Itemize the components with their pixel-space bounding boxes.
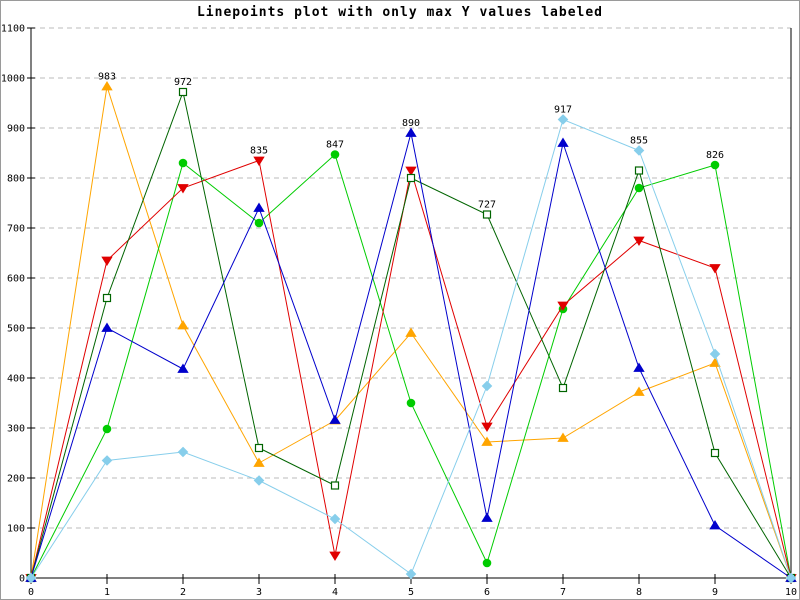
series-red-point-x8 (633, 236, 645, 246)
value-label-826: 826 (706, 150, 724, 161)
series-blue-point-x4 (329, 414, 341, 424)
series-blue-point-x8 (633, 362, 645, 372)
series-orange-point-x5 (405, 327, 417, 337)
value-label-983: 983 (98, 72, 116, 83)
y-tick-label-600: 600 (7, 274, 25, 285)
y-tick-label-900: 900 (7, 124, 25, 135)
series-light-blue-point-x10 (785, 572, 797, 584)
series-dark-green-point-x9 (710, 448, 720, 458)
x-tick-label-5: 5 (408, 587, 414, 598)
value-label-835: 835 (250, 146, 268, 157)
series-green-point-x2 (178, 158, 188, 168)
x-tick-label-0: 0 (28, 587, 34, 598)
series-light-blue-point-x4 (329, 513, 341, 525)
series-green-point-x4 (330, 150, 340, 159)
series-blue-point-x6 (481, 512, 493, 522)
series-light-blue-point-x3 (253, 475, 265, 486)
x-tick-label-3: 3 (256, 587, 262, 598)
series-red-point-x2 (177, 184, 189, 194)
series-blue-point-x7 (557, 137, 569, 147)
series-light-blue-point-x1 (101, 455, 113, 466)
series-dark-green-point-x7 (558, 383, 568, 393)
series-green-point-x6 (482, 558, 492, 568)
series-blue-point-x9 (709, 520, 721, 530)
series-green-point-x1 (102, 424, 112, 434)
series-dark-green-point-x4 (330, 481, 340, 490)
series-light-blue-point-x0 (25, 572, 37, 584)
series-blue-line (30, 132, 792, 579)
series-red-point-x4 (329, 551, 341, 561)
series-red-line (30, 159, 792, 579)
series-red-point-x6 (481, 422, 493, 432)
x-tick-label-6: 6 (484, 587, 490, 598)
value-label-855: 855 (630, 136, 648, 147)
series-red-point-x5 (405, 166, 417, 176)
y-tick-label-500: 500 (7, 324, 25, 335)
series-light-blue-point-x2 (177, 446, 189, 458)
x-tick-label-10: 10 (785, 587, 797, 598)
x-tick-label-2: 2 (180, 587, 186, 598)
series-orange-point-x1 (101, 81, 113, 91)
value-label-972: 972 (174, 77, 192, 88)
y-tick-label-200: 200 (7, 474, 25, 485)
series-dark-green-point-x1 (102, 293, 112, 303)
series-orange-point-x6 (481, 436, 493, 446)
value-label-727: 727 (478, 200, 496, 211)
series-light-blue-point-x8 (633, 145, 645, 156)
series-green-point-x8 (634, 183, 644, 193)
series-red-point-x9 (709, 264, 721, 274)
x-tick-label-1: 1 (104, 587, 110, 598)
x-tick-label-7: 7 (560, 587, 566, 598)
chart-title: Linepoints plot with only max Y values l… (196, 5, 604, 20)
series-green-point-x3 (254, 218, 264, 228)
x-tick-label-9: 9 (712, 587, 718, 598)
value-label-847: 847 (326, 140, 344, 151)
y-tick-label-100: 100 (7, 524, 25, 535)
series-red-point-x1 (101, 256, 113, 266)
y-tick-label-700: 700 (7, 224, 25, 235)
series-blue-point-x1 (101, 322, 113, 332)
series-light-blue-point-x6 (481, 380, 493, 392)
series-orange-point-x8 (633, 386, 645, 396)
series-light-blue-point-x7 (557, 114, 569, 125)
series-orange-point-x7 (557, 432, 569, 442)
y-tick-label-800: 800 (7, 174, 25, 185)
series-light-blue-point-x5 (405, 568, 417, 580)
y-tick-label-1100: 1100 (1, 24, 25, 35)
x-tick-label-4: 4 (332, 587, 338, 598)
series-green-point-x9 (710, 160, 720, 170)
series-orange-point-x3 (253, 457, 265, 467)
series-red-point-x3 (253, 156, 265, 166)
series-dark-green-point-x6 (482, 210, 492, 219)
series-orange-point-x2 (177, 320, 189, 330)
y-tick-label-1000: 1000 (1, 74, 25, 85)
y-tick-label-400: 400 (7, 374, 25, 385)
series-green-line (30, 153, 792, 579)
series-green-point-x5 (406, 398, 416, 408)
series-red-point-x7 (557, 301, 569, 311)
x-tick-label-8: 8 (636, 587, 642, 598)
series-blue-point-x2 (177, 363, 189, 373)
series-dark-green-point-x5 (406, 173, 416, 183)
series-blue-point-x3 (253, 202, 265, 212)
series-dark-green-point-x8 (634, 166, 644, 175)
value-label-917: 917 (554, 105, 572, 116)
series-blue-point-x5 (405, 127, 417, 137)
y-tick-label-300: 300 (7, 424, 25, 435)
series-light-blue-point-x9 (709, 348, 721, 360)
series-dark-green-point-x3 (254, 443, 264, 453)
y-tick-label-0: 0 (19, 574, 25, 585)
series-dark-green-point-x2 (178, 87, 188, 97)
value-label-890: 890 (402, 118, 420, 129)
